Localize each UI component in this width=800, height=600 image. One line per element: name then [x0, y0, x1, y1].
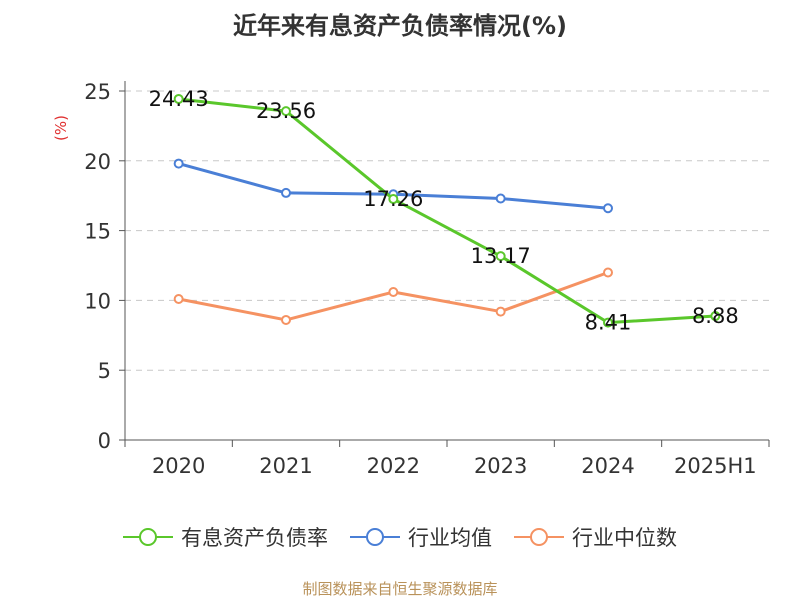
data-point[interactable] [173, 93, 184, 104]
data-point[interactable] [173, 294, 184, 305]
data-label: 8.88 [692, 304, 739, 328]
data-label: 17.26 [363, 187, 423, 211]
data-point[interactable] [388, 287, 399, 298]
x-tick-label: 2021 [259, 454, 312, 478]
x-tick-label: 2025H1 [674, 454, 757, 478]
data-labels: 24.43 23.56 17.26 13.17 8.41 8.88 [149, 87, 739, 335]
data-point[interactable] [281, 314, 291, 325]
y-tick-label: 5 [98, 359, 111, 383]
data-point[interactable] [710, 311, 721, 322]
legend-marker-icon [350, 528, 400, 546]
data-point[interactable] [603, 203, 613, 214]
legend-label: 有息资产负债率 [181, 526, 328, 550]
legend-marker-icon [123, 528, 173, 546]
x-tick-label: 2022 [367, 454, 420, 478]
data-label: 23.56 [256, 99, 316, 123]
data-point[interactable] [173, 158, 184, 169]
source-note: 制图数据来自恒生聚源数据库 [302, 580, 498, 598]
x-tick-label: 2024 [581, 454, 634, 478]
legend: 有息资产负债率 行业均值 行业中位数 [0, 520, 800, 554]
legend-item-series-0[interactable]: 有息资产负债率 [123, 522, 328, 552]
data-point[interactable] [495, 306, 506, 317]
legend-marker-icon [514, 528, 564, 546]
x-tick-label: 2020 [152, 454, 205, 478]
data-point[interactable] [495, 251, 506, 262]
data-point[interactable] [603, 317, 613, 328]
y-tick-label: 25 [84, 80, 111, 104]
y-tick-label: 10 [84, 289, 111, 313]
data-point[interactable] [495, 193, 506, 204]
data-point[interactable] [281, 106, 291, 117]
y-tick-label: 0 [98, 429, 111, 453]
data-point[interactable] [603, 267, 613, 278]
data-point[interactable] [281, 187, 291, 198]
data-label: 13.17 [471, 244, 531, 268]
y-tick-label: 15 [84, 220, 111, 244]
data-point[interactable] [388, 194, 399, 205]
series-lines [173, 93, 721, 328]
data-label: 24.43 [149, 87, 209, 111]
series-line [178, 97, 716, 325]
chart-title: 近年来有息资产负债率情况(%) [233, 12, 567, 40]
legend-label: 行业中位数 [572, 526, 677, 550]
axes: 0 5 10 15 20 25 2020 2021 2022 2023 2024 2025H1 [84, 80, 770, 478]
legend-item-series-1[interactable]: 行业均值 [350, 522, 492, 552]
legend-label: 行业均值 [408, 526, 492, 550]
y-tick-label: 20 [84, 150, 111, 174]
y-axis-label: (%) [52, 115, 70, 141]
grid-lines [125, 90, 769, 371]
data-label: 8.41 [585, 311, 632, 335]
x-tick-label: 2023 [474, 454, 527, 478]
legend-item-series-2[interactable]: 行业中位数 [514, 522, 677, 552]
